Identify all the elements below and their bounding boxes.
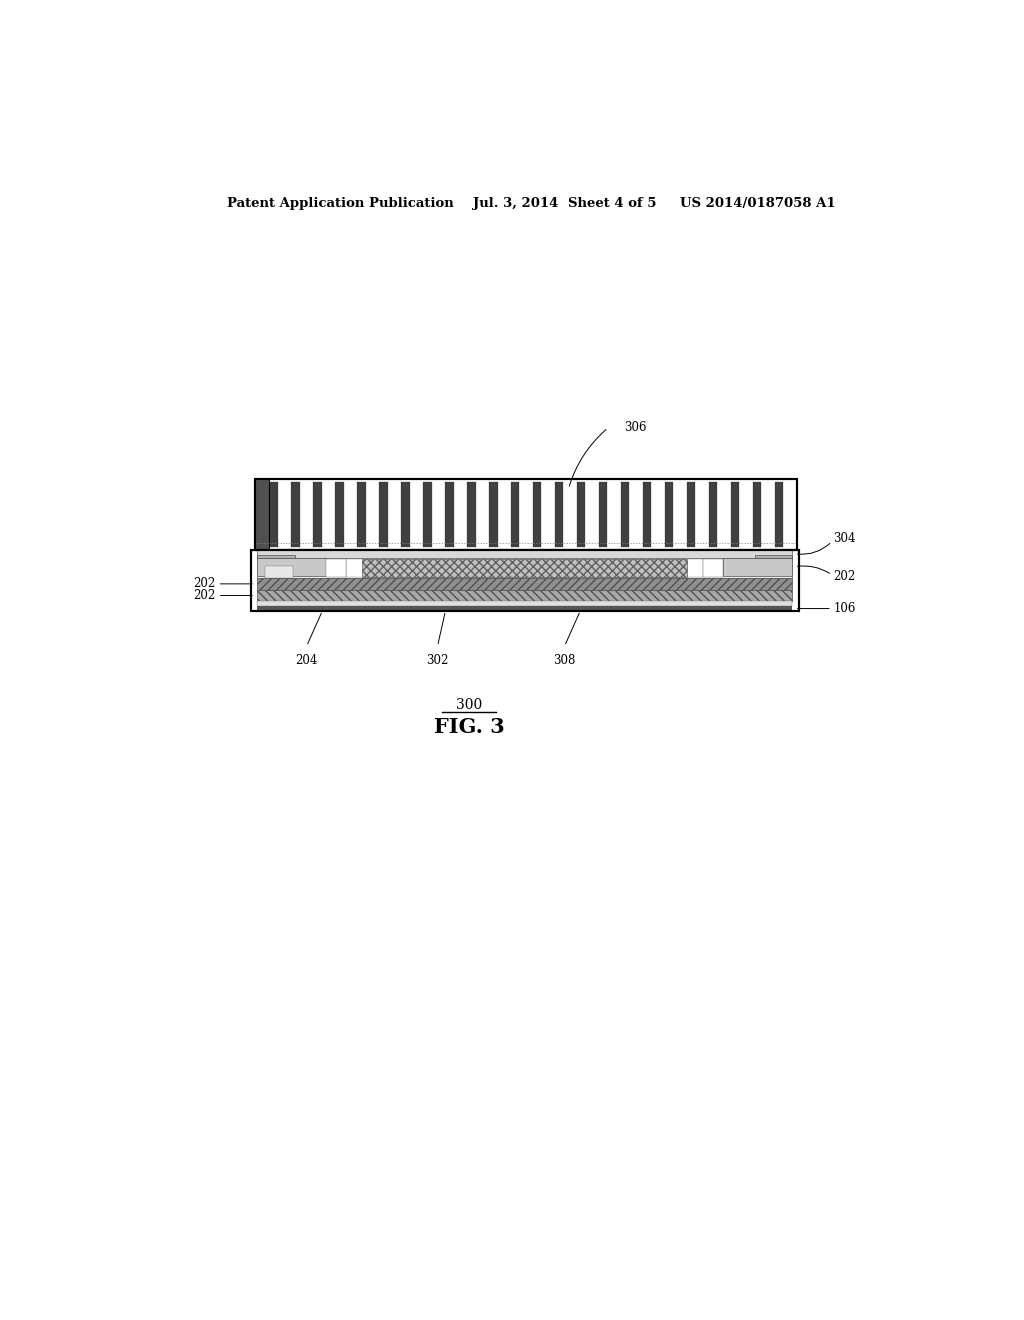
Bar: [357, 482, 366, 546]
Bar: [578, 482, 586, 546]
Bar: [423, 482, 431, 546]
Bar: [753, 482, 762, 546]
Bar: [489, 482, 498, 546]
Bar: [257, 557, 327, 576]
Bar: [257, 590, 793, 601]
Text: 302: 302: [426, 655, 449, 668]
Text: 202: 202: [194, 577, 215, 590]
Bar: [269, 482, 278, 546]
Bar: [327, 558, 346, 577]
Bar: [257, 556, 295, 558]
Text: Patent Application Publication: Patent Application Publication: [227, 197, 454, 210]
Bar: [731, 482, 739, 546]
Bar: [255, 479, 269, 549]
Bar: [445, 482, 454, 546]
Bar: [257, 606, 793, 611]
Text: FIG. 3: FIG. 3: [434, 718, 505, 738]
Bar: [251, 549, 799, 611]
Text: 204: 204: [295, 655, 317, 668]
Text: 308: 308: [553, 655, 575, 668]
Bar: [775, 482, 783, 546]
Bar: [703, 558, 723, 577]
Bar: [534, 482, 542, 546]
Bar: [291, 482, 300, 546]
Bar: [257, 549, 793, 557]
Bar: [709, 482, 718, 546]
Bar: [643, 482, 651, 546]
Bar: [257, 578, 793, 590]
Bar: [755, 556, 793, 558]
Bar: [379, 482, 387, 546]
Bar: [257, 601, 793, 606]
Bar: [255, 479, 797, 549]
Text: 300: 300: [456, 698, 482, 713]
Bar: [313, 482, 322, 546]
Bar: [723, 557, 793, 576]
Bar: [599, 482, 607, 546]
Text: Jul. 3, 2014: Jul. 3, 2014: [473, 197, 558, 210]
Text: 304: 304: [834, 532, 856, 545]
Bar: [251, 549, 799, 611]
Text: 106: 106: [834, 602, 856, 615]
Bar: [555, 482, 563, 546]
Bar: [401, 482, 410, 546]
Bar: [687, 482, 695, 546]
Text: 202: 202: [834, 570, 856, 583]
Bar: [335, 482, 344, 546]
Bar: [257, 557, 793, 578]
Bar: [467, 482, 475, 546]
Bar: [255, 479, 797, 549]
Text: 202: 202: [194, 589, 215, 602]
Bar: [362, 558, 687, 577]
Text: 306: 306: [624, 421, 646, 434]
Text: US 2014/0187058 A1: US 2014/0187058 A1: [680, 197, 836, 210]
Text: Sheet 4 of 5: Sheet 4 of 5: [568, 197, 657, 210]
Bar: [346, 558, 703, 577]
Bar: [665, 482, 674, 546]
Bar: [511, 482, 519, 546]
Bar: [265, 566, 293, 578]
Bar: [622, 482, 630, 546]
